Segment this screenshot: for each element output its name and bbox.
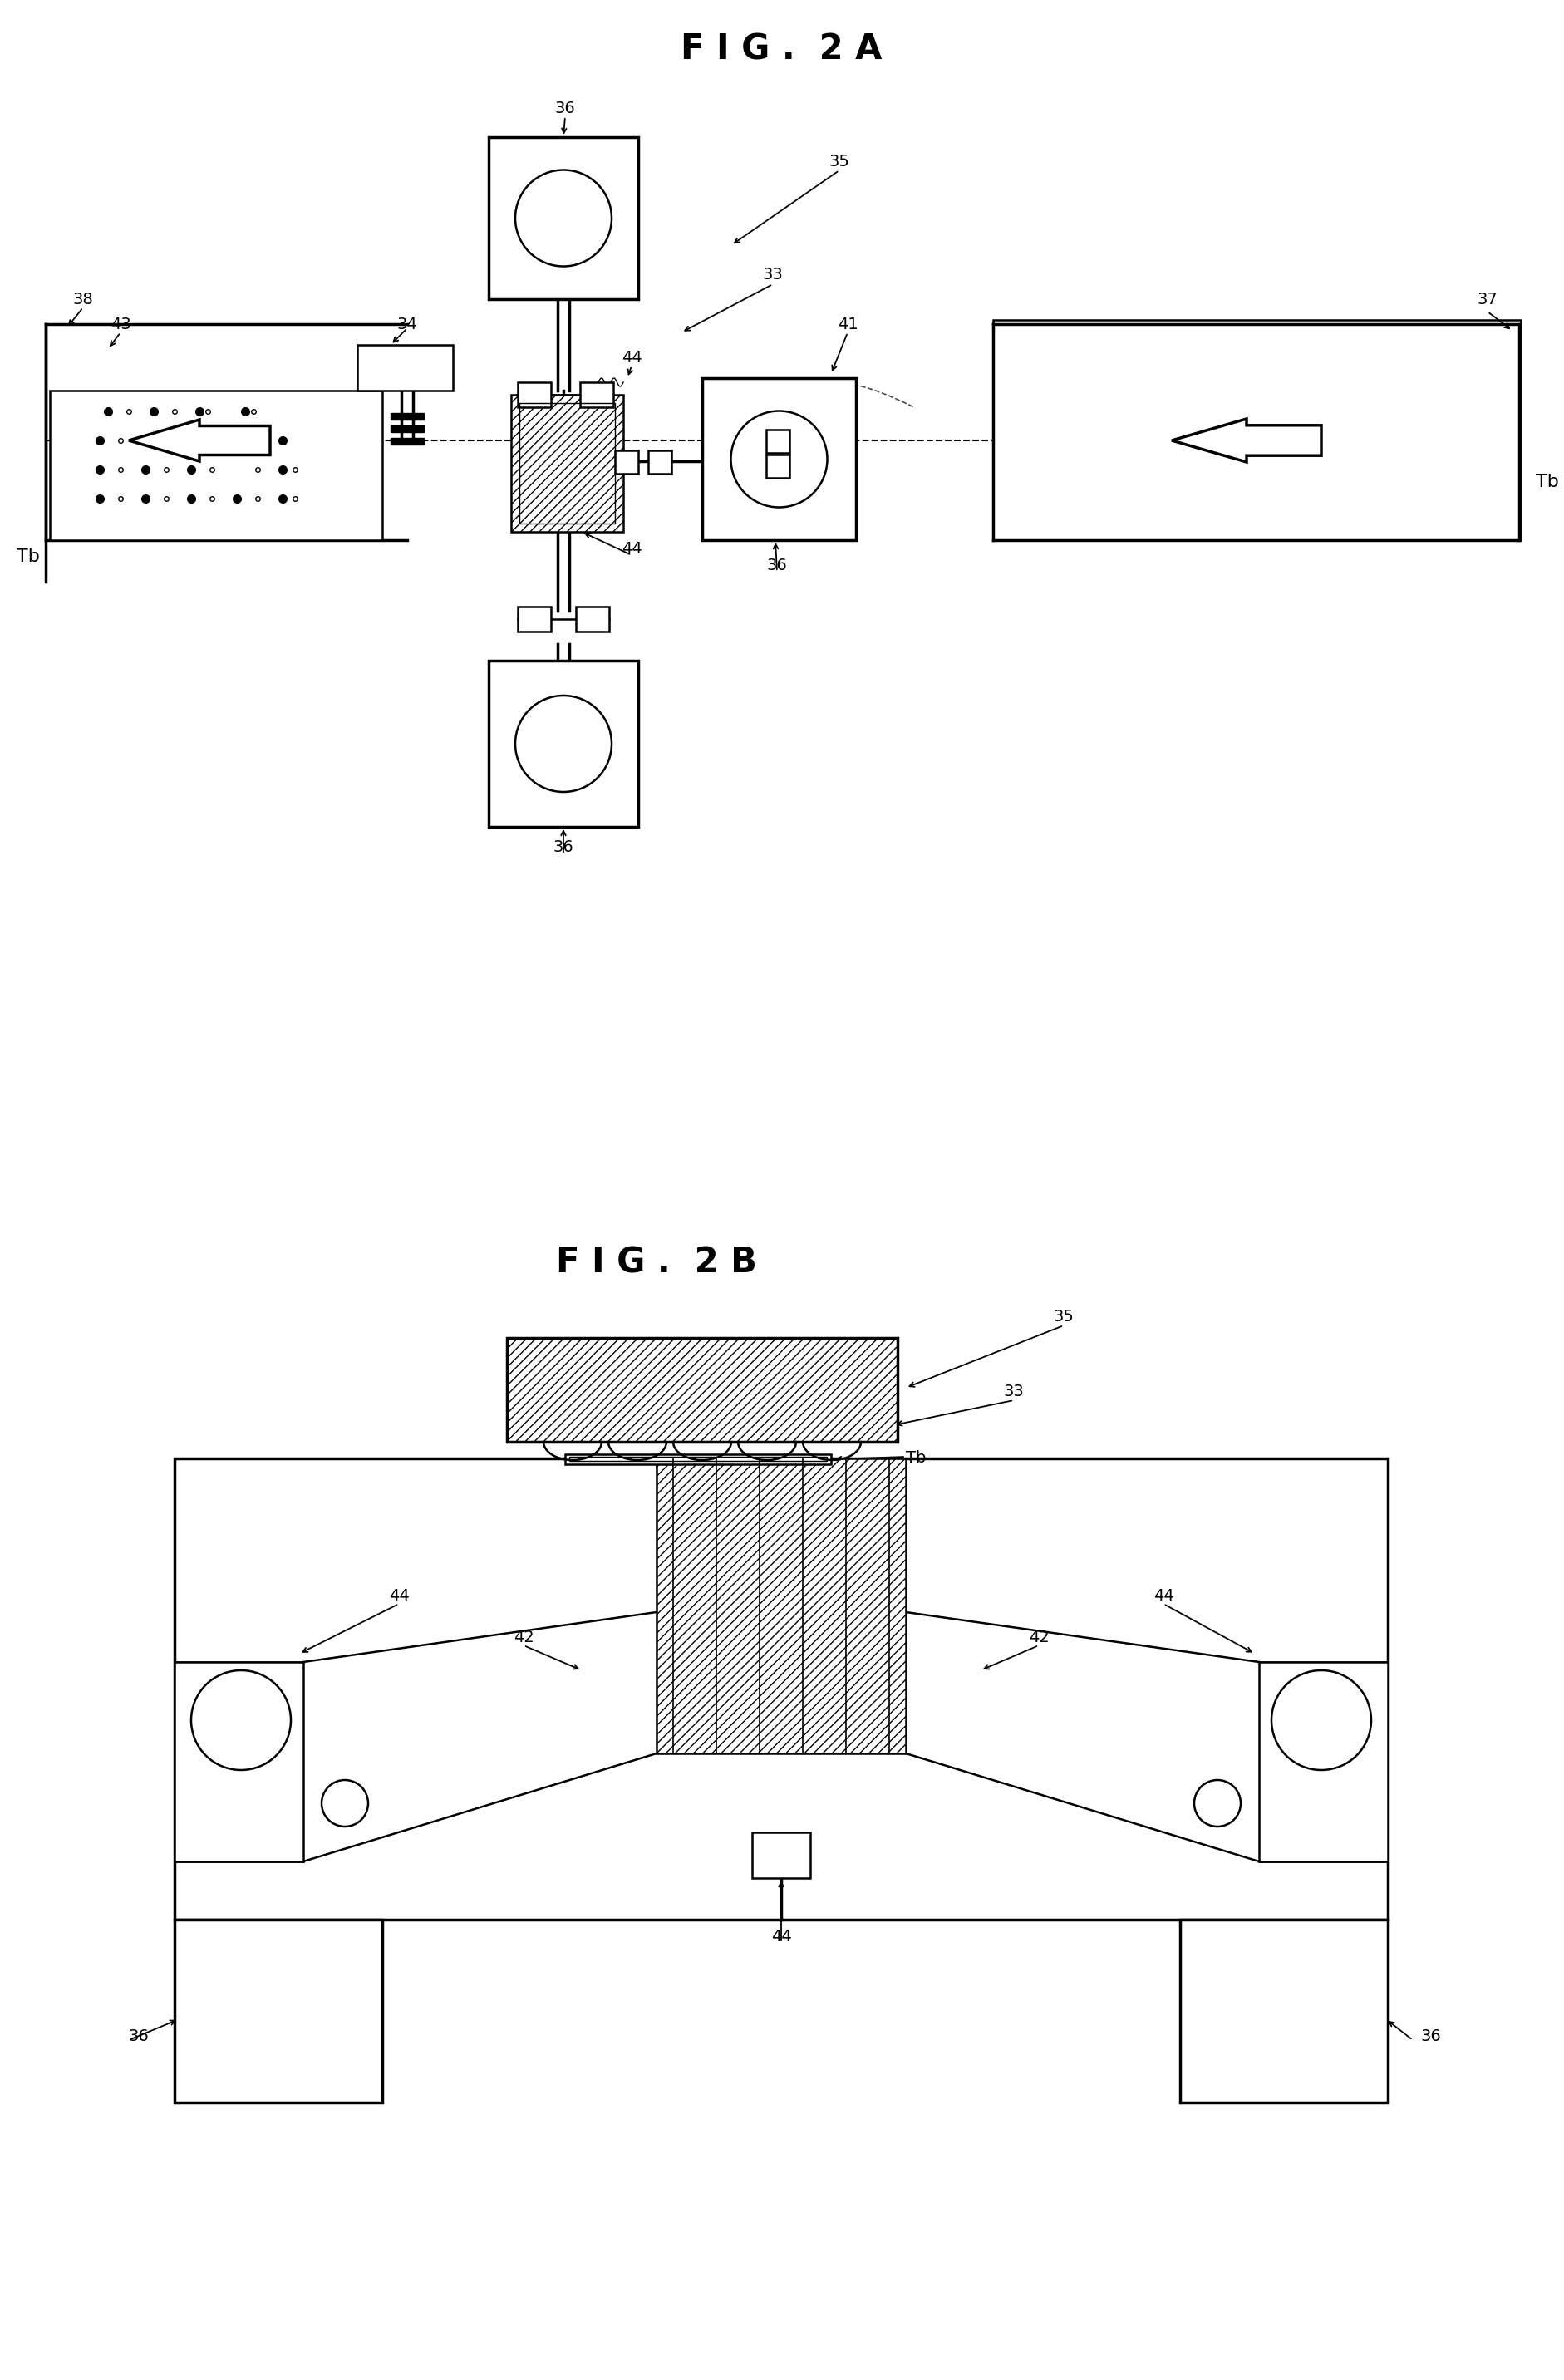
- Text: 44: 44: [388, 1587, 408, 1604]
- Bar: [507, 1338, 898, 1442]
- Text: 41: 41: [837, 317, 857, 331]
- Text: Tb: Tb: [906, 1449, 926, 1466]
- Text: 42: 42: [513, 1630, 533, 1645]
- Bar: [615, 450, 638, 474]
- Text: 36: 36: [128, 2028, 149, 2044]
- Text: 34: 34: [397, 317, 418, 331]
- Text: 43: 43: [109, 317, 131, 331]
- Text: 44: 44: [621, 350, 641, 364]
- Bar: [580, 383, 613, 407]
- Text: 36: 36: [555, 100, 576, 117]
- Text: F I G .  2 A: F I G . 2 A: [680, 33, 882, 67]
- Circle shape: [515, 169, 612, 267]
- Bar: [518, 383, 551, 407]
- Bar: [391, 414, 424, 419]
- Polygon shape: [1171, 419, 1320, 462]
- Bar: [175, 1921, 382, 2102]
- Text: 35: 35: [1053, 1309, 1073, 1326]
- Text: 33: 33: [1003, 1385, 1023, 1399]
- Text: 35: 35: [829, 155, 849, 169]
- Bar: [175, 1459, 1387, 1921]
- Bar: [175, 1661, 303, 1861]
- Circle shape: [515, 695, 612, 793]
- Text: 37: 37: [1476, 290, 1497, 307]
- Bar: [752, 1833, 810, 1878]
- Bar: [569, 1457, 826, 1461]
- Circle shape: [191, 1671, 291, 1771]
- Text: 36: 36: [552, 840, 574, 854]
- Text: 44: 44: [771, 1928, 791, 1944]
- Text: 44: 44: [621, 540, 641, 557]
- Bar: [391, 426, 424, 433]
- Circle shape: [1272, 1671, 1370, 1771]
- Bar: [1259, 1661, 1387, 1861]
- Bar: [511, 395, 622, 531]
- Bar: [565, 1454, 830, 1464]
- Circle shape: [322, 1780, 368, 1825]
- Text: 36: 36: [1420, 2028, 1440, 2044]
- Text: 36: 36: [766, 557, 787, 574]
- Text: 42: 42: [1028, 1630, 1048, 1645]
- Bar: [519, 402, 615, 524]
- Bar: [488, 138, 638, 300]
- Bar: [576, 607, 608, 631]
- Text: Tb: Tb: [1534, 474, 1558, 490]
- Circle shape: [1193, 1780, 1240, 1825]
- Bar: [766, 455, 790, 478]
- Bar: [993, 319, 1520, 540]
- Text: F I G .  2 B: F I G . 2 B: [555, 1245, 757, 1280]
- Text: 44: 44: [1153, 1587, 1173, 1604]
- Bar: [488, 662, 638, 826]
- Bar: [657, 1459, 906, 1754]
- Text: 33: 33: [762, 267, 782, 283]
- Bar: [357, 345, 452, 390]
- Bar: [647, 450, 671, 474]
- Circle shape: [730, 412, 827, 507]
- Text: Tb: Tb: [17, 547, 39, 564]
- Bar: [1179, 1921, 1387, 2102]
- Text: 38: 38: [74, 290, 94, 307]
- Bar: [518, 607, 551, 631]
- Polygon shape: [128, 419, 271, 462]
- Bar: [766, 431, 790, 452]
- Bar: [50, 390, 382, 540]
- Bar: [391, 438, 424, 445]
- Bar: [702, 378, 856, 540]
